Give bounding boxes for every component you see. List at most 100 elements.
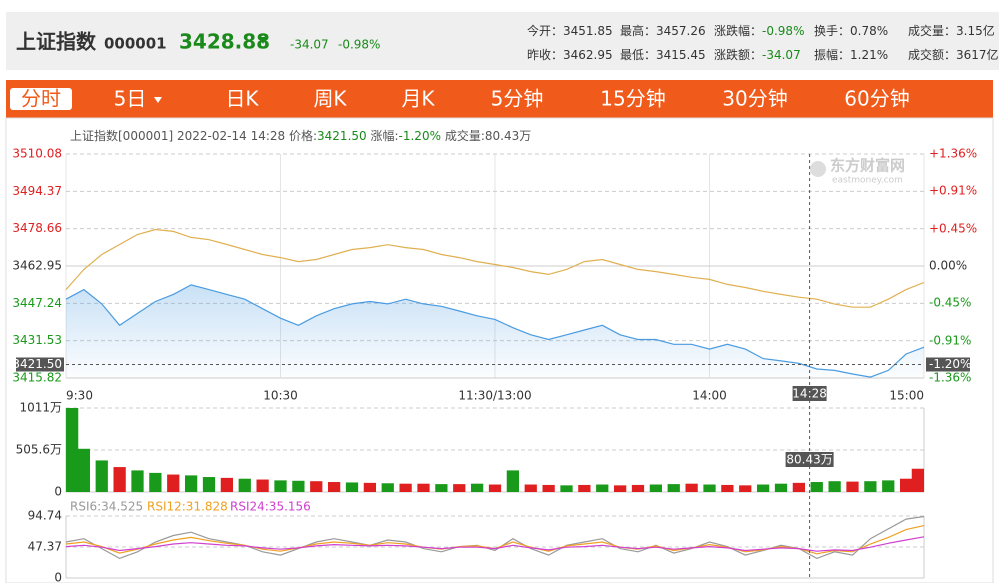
- tab[interactable]: 5日: [114, 87, 147, 111]
- stat: 涨跌幅：-0.98%: [714, 23, 804, 38]
- bar: [167, 474, 180, 492]
- x-tick-label: 15:00: [889, 389, 924, 403]
- info-volume-label: 成交量:: [445, 128, 485, 143]
- tab[interactable]: 日K: [225, 87, 259, 111]
- bar: [488, 484, 502, 492]
- bar: [703, 484, 716, 492]
- tab[interactable]: 分时: [21, 87, 61, 111]
- bar: [774, 483, 788, 492]
- bar: [184, 475, 198, 492]
- crosshair-vol-label: 80.43万: [786, 453, 832, 467]
- line: [65, 284, 925, 378]
- watermark-brand: 东方财富网: [830, 157, 905, 175]
- watermark-site: eastmoney.com: [832, 176, 903, 186]
- stat-value: 1.21%: [850, 48, 888, 62]
- stat: 成交量：3.15亿: [908, 23, 995, 38]
- bar: [327, 482, 341, 492]
- stat-label: 涨跌幅：: [714, 23, 762, 38]
- bar: [882, 480, 895, 492]
- y2-tick-label: -0.91%: [929, 333, 971, 347]
- bar: [238, 478, 251, 492]
- stat-label: 最高：: [620, 23, 656, 38]
- tab-active-bg: [10, 88, 72, 110]
- bar: [810, 482, 823, 492]
- y-tick-label: 3510.08: [12, 147, 62, 161]
- x-tick-label: 11:30/13:00: [458, 389, 531, 403]
- tab[interactable]: 60分钟: [844, 87, 909, 111]
- y2-tick-label: +0.45%: [929, 221, 977, 235]
- info-volume: 80.43万: [485, 129, 531, 143]
- crosshair-x-label: 14:28: [792, 387, 827, 401]
- y-tick-label: 3478.66: [12, 221, 62, 235]
- logo: [810, 161, 826, 177]
- y-tick-label: 3431.53: [12, 333, 62, 347]
- y-tick-label: 505.6万: [16, 442, 62, 456]
- stat-label: 振幅：: [814, 47, 850, 62]
- tab[interactable]: 月K: [401, 87, 435, 111]
- tab[interactable]: 30分钟: [722, 87, 787, 111]
- stat-label: 换手：: [814, 24, 850, 38]
- bar: [113, 467, 126, 492]
- stat-value: 3457.26: [656, 24, 706, 38]
- stat-label: 今开：: [527, 23, 563, 38]
- bar: [911, 468, 924, 492]
- y2-tick-label: -1.36%: [929, 371, 971, 385]
- info-price: 3421.50: [317, 129, 367, 143]
- y-tick-label: 3447.24: [12, 296, 62, 310]
- info-time: 2022-02-14 14:28: [177, 129, 285, 143]
- stat: 成交额：3617亿: [908, 47, 999, 62]
- crosshair-y2-box: [926, 357, 970, 372]
- x-tick-label: 14:00: [692, 389, 727, 403]
- stat-value: -0.98%: [762, 24, 804, 38]
- stat-value: 3451.85: [563, 24, 613, 38]
- stat-label: 昨收：: [527, 48, 563, 62]
- stat: 最高：3457.26: [620, 23, 706, 38]
- info-name: 上证指数[000001]: [70, 128, 173, 143]
- bar: [77, 448, 91, 492]
- bar: [613, 485, 627, 492]
- stat-label: 成交量：: [908, 23, 956, 38]
- chart-frame: [5, 117, 994, 583]
- stat-value: 3462.95: [563, 48, 613, 62]
- index-name: 上证指数: [16, 30, 97, 54]
- index-code: 000001: [104, 35, 167, 53]
- bar: [721, 484, 734, 492]
- y-tick-label: 3462.95: [12, 259, 62, 273]
- crosshair-y2-label: -1.20%: [929, 357, 971, 371]
- info-change: -1.20%: [399, 129, 441, 143]
- info-change-label: 涨幅:: [370, 128, 398, 143]
- info-line: 上证指数[000001] 2022-02-14 14:28 价格:3421.50…: [70, 128, 531, 143]
- y-tick-label: 3415.82: [12, 371, 62, 385]
- bar: [596, 484, 609, 492]
- bar: [470, 483, 484, 492]
- bar: [756, 484, 770, 492]
- y-tick-label: 94.74: [28, 509, 62, 523]
- bar: [345, 482, 359, 492]
- dropdown-icon: [154, 97, 162, 103]
- stat-label: 成交额：: [908, 47, 956, 62]
- bar: [578, 484, 591, 492]
- stat-value: 3617亿: [956, 47, 999, 62]
- legend-entry: RSI12:31.828: [147, 500, 228, 514]
- line: [65, 536, 925, 552]
- bar: [524, 484, 537, 492]
- bar: [739, 485, 752, 492]
- tab[interactable]: 15分钟: [600, 87, 665, 111]
- stat: 涨跌额：-34.07: [714, 47, 801, 62]
- bar: [649, 484, 663, 492]
- price: 3428.88: [179, 30, 270, 54]
- bar: [399, 483, 412, 492]
- header-bg: [6, 12, 999, 70]
- crosshair-y-box: [16, 357, 64, 372]
- crosshair-vol-box: [785, 452, 834, 467]
- bar: [363, 482, 377, 492]
- tab[interactable]: 5分钟: [491, 87, 544, 111]
- stat-label: 涨跌额：: [714, 47, 762, 62]
- stat-value: 0.78%: [850, 24, 888, 38]
- line: [65, 228, 925, 308]
- stat-value: -34.07: [762, 48, 801, 62]
- bar: [667, 484, 680, 492]
- tab[interactable]: 周K: [313, 87, 347, 111]
